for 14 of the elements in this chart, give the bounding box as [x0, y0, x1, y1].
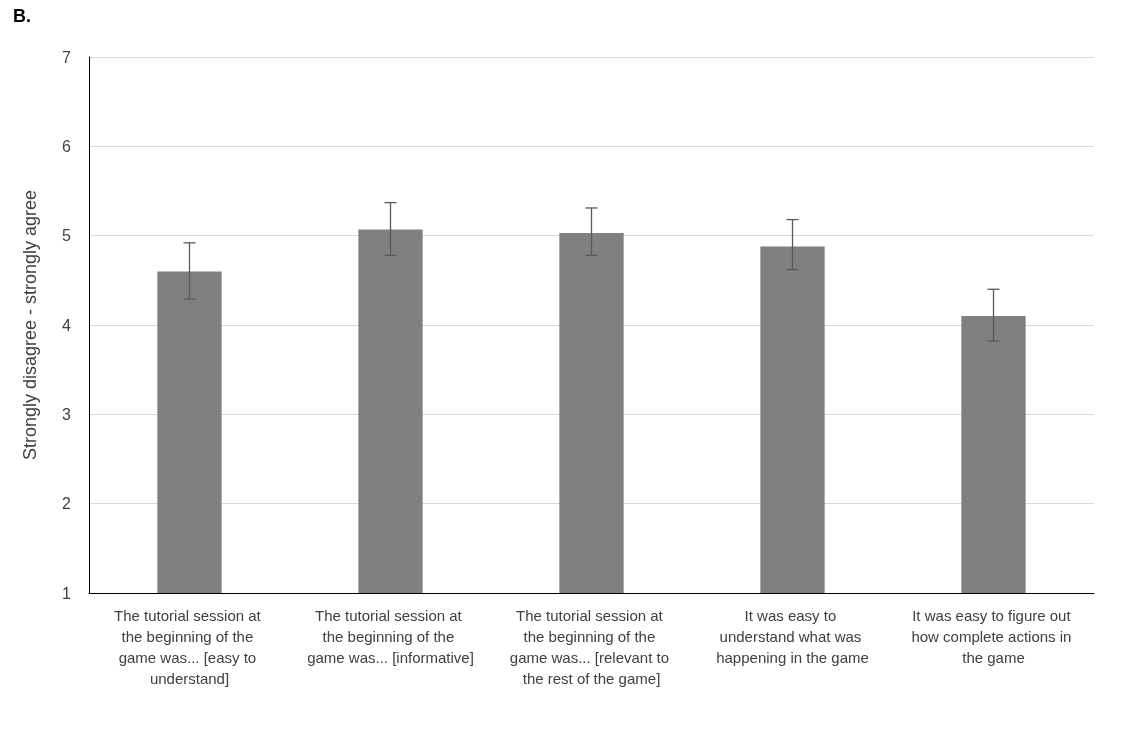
y-axis-title: Strongly disagree - strongly agree [20, 189, 40, 461]
y-tick-label: 7 [62, 48, 72, 66]
y-tick-label: 2 [62, 495, 72, 513]
y-tick-label: 1 [62, 584, 72, 602]
x-tick-label: The tutorial session at the beginning of the game was... [relevant to the rest of the game] [509, 607, 674, 687]
x-tick-label: It was easy to figure out how complete actions in the game [911, 607, 1076, 666]
y-tick-label: 4 [62, 316, 72, 334]
x-tick-label: It was easy to understand what was happening in the game [716, 607, 869, 666]
y-tick-label: 3 [62, 405, 72, 423]
x-tick-label: The tutorial session at the beginning of the game was... [easy to understand] [114, 607, 265, 687]
y-tick-label: 5 [62, 227, 72, 245]
chart-title: B. [13, 6, 31, 26]
y-tick-label: 6 [62, 137, 72, 155]
x-tick-label: The tutorial session at the beginning of the game was... [informative] [307, 607, 474, 666]
